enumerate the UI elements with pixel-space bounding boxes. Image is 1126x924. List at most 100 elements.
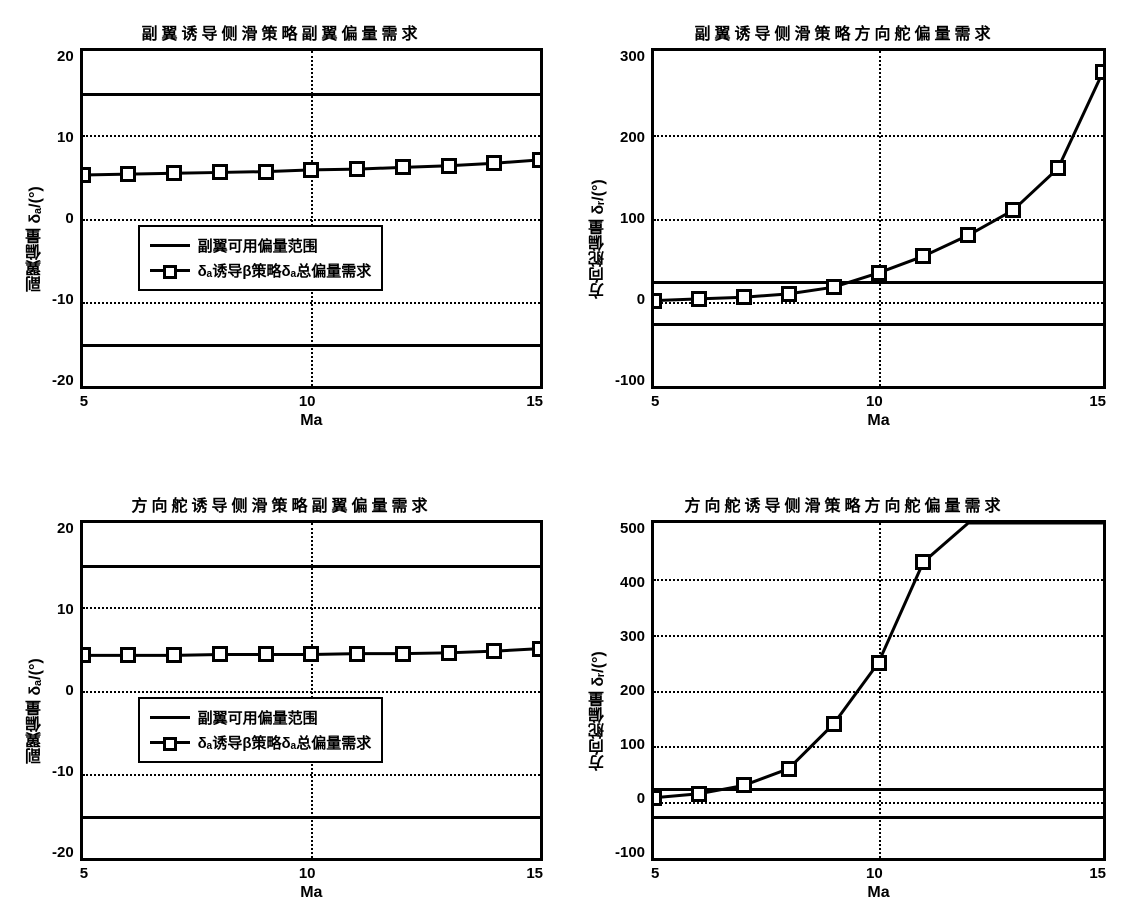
data-marker [166,165,182,181]
x-axis-label: Ma [80,882,543,902]
y-axis-label: 副翼偏量 δₐ/(°) [20,520,52,902]
data-marker [826,716,842,732]
y-ticks: 5004003002001000-100 [615,520,651,861]
legend-label: δₐ诱导β策略δₐ总偏量需求 [198,732,372,753]
x-axis-label: Ma [80,410,543,430]
chart-title: 方向舵诱导侧滑策略方向舵偏量需求 [583,492,1106,516]
data-marker [80,647,91,663]
data-marker [395,646,411,662]
data-marker [349,646,365,662]
y-tick-label: 10 [57,129,74,146]
legend-marker-icon [163,265,177,279]
y-tick-label: -20 [52,372,74,389]
data-marker [781,761,797,777]
x-ticks: 51015 [80,389,543,410]
legend-line-icon [150,716,190,719]
data-marker [303,646,319,662]
data-marker [781,286,797,302]
y-axis-label: 方向舵偏量 δᵣ/(°) [583,520,615,902]
data-marker [691,291,707,307]
data-marker [166,647,182,663]
y-tick-label: 300 [620,628,645,645]
y-tick-label: 200 [620,129,645,146]
data-marker [441,158,457,174]
legend-item: δₐ诱导β策略δₐ总偏量需求 [150,258,372,283]
x-tick-label: 15 [1089,393,1106,410]
chart-title: 副翼诱导侧滑策略副翼偏量需求 [20,20,543,44]
y-tick-label: 20 [57,520,74,537]
y-tick-label: -100 [615,372,645,389]
y-ticks: 20100-10-20 [52,520,80,861]
legend-label: 副翼可用偏量范围 [198,707,318,728]
data-marker [349,161,365,177]
legend: 副翼可用偏量范围δₐ诱导β策略δₐ总偏量需求 [138,225,384,291]
data-polyline [83,51,540,386]
data-marker [120,166,136,182]
data-marker [532,641,543,657]
y-tick-label: 0 [65,682,73,699]
data-polyline [654,51,1103,386]
plot-area: 副翼可用偏量范围 δₐ诱导β策略δₐ总偏量需求 [80,520,543,861]
x-tick-label: 10 [866,393,883,410]
chart-title: 方向舵诱导侧滑策略副翼偏量需求 [20,492,543,516]
data-marker [651,293,662,309]
y-tick-label: -100 [615,844,645,861]
y-axis-label: 副翼偏量 δₐ/(°) [20,48,52,430]
x-tick-label: 10 [866,865,883,882]
chart-br: 方向舵诱导侧滑策略方向舵偏量需求方向舵偏量 δᵣ/(°)500400300200… [583,492,1106,904]
data-marker [80,167,91,183]
data-marker [486,643,502,659]
y-tick-label: 500 [620,520,645,537]
y-tick-label: 0 [637,291,645,308]
data-marker [303,162,319,178]
y-tick-label: 0 [637,790,645,807]
y-tick-label: 10 [57,601,74,618]
data-marker [960,227,976,243]
y-axis-label: 方向舵偏量 δᵣ/(°) [583,48,615,430]
data-marker [871,265,887,281]
y-tick-label: 100 [620,736,645,753]
y-tick-label: 300 [620,48,645,65]
legend-item: δₐ诱导β策略δₐ总偏量需求 [150,730,372,755]
y-ticks: 300 200 100 0 -100 [615,48,651,389]
chart-bl: 方向舵诱导侧滑策略副翼偏量需求副翼偏量 δₐ/(°)20100-10-20副翼可… [20,492,543,904]
data-marker [1095,64,1106,80]
chart-title: 副翼诱导侧滑策略方向舵偏量需求 [583,20,1106,44]
plot-area [651,48,1106,389]
x-tick-label: 15 [526,865,543,882]
plot-area: 副翼可用偏量范围δₐ诱导β策略δₐ总偏量需求 [80,48,543,389]
legend-item: 副翼可用偏量范围 [150,705,372,730]
data-polyline [83,523,540,858]
x-tick-label: 5 [651,865,659,882]
data-marker [1005,202,1021,218]
chart-grid: 副翼诱导侧滑策略副翼偏量需求副翼偏量 δₐ/(°)20100-10-20副翼可用… [20,20,1106,904]
y-tick-label: 20 [57,48,74,65]
x-ticks: 5 10 15 [651,861,1106,882]
data-marker [441,645,457,661]
x-axis-label: Ma [651,410,1106,430]
data-marker [258,164,274,180]
y-tick-label: 0 [65,210,73,227]
legend-line-marker-icon [150,741,190,744]
y-tick-label: 100 [620,210,645,227]
x-tick-label: 5 [651,393,659,410]
legend-line-icon [150,244,190,247]
legend-line-marker-icon [150,269,190,272]
x-tick-label: 10 [299,865,316,882]
data-marker [212,164,228,180]
x-tick-label: 15 [1089,865,1106,882]
data-marker [532,152,543,168]
x-tick-label: 10 [299,393,316,410]
legend-marker-icon [163,737,177,751]
data-marker [871,655,887,671]
x-tick-label: 5 [80,393,88,410]
data-marker [691,786,707,802]
data-marker [120,647,136,663]
legend-label: 副翼可用偏量范围 [198,235,318,256]
data-marker [258,646,274,662]
y-tick-label: 200 [620,682,645,699]
y-tick-label: -20 [52,844,74,861]
chart-tl: 副翼诱导侧滑策略副翼偏量需求副翼偏量 δₐ/(°)20100-10-20副翼可用… [20,20,543,432]
data-marker [826,279,842,295]
data-marker [736,777,752,793]
